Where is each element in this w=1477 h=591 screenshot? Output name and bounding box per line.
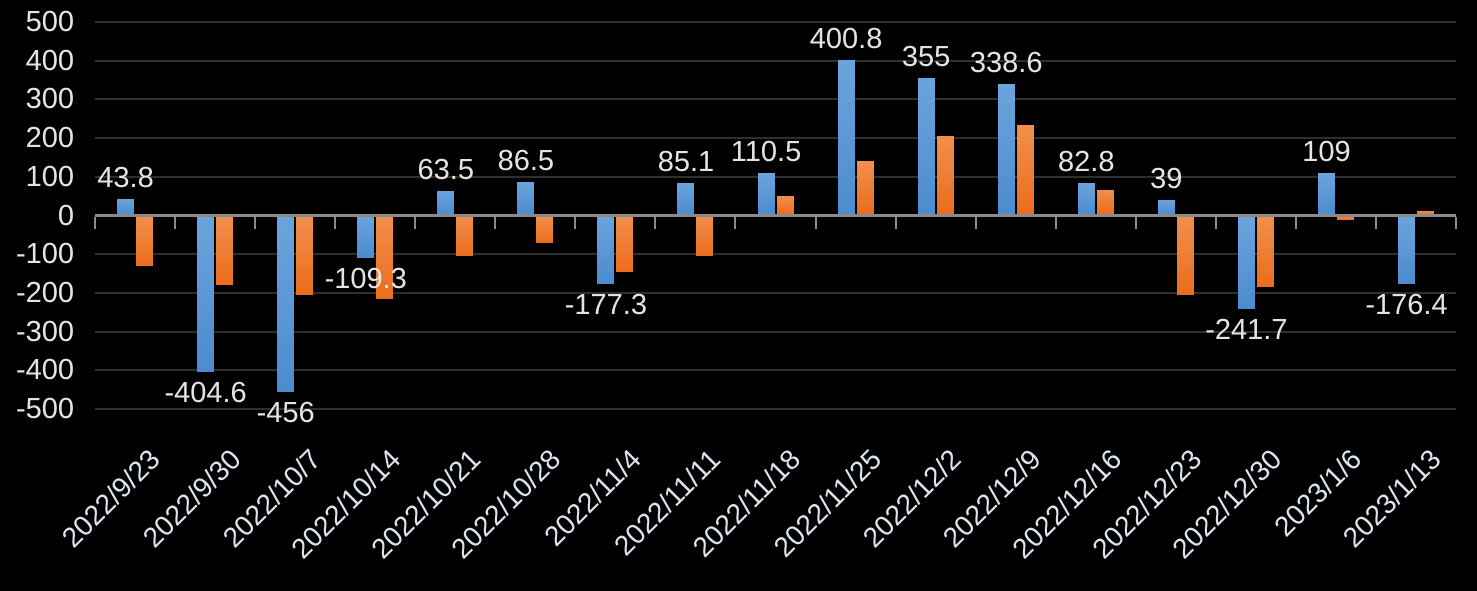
- gridline: [95, 253, 1456, 256]
- x-axis-tick-mark: [654, 216, 657, 229]
- blue-bar: [837, 60, 855, 216]
- x-axis-line: [95, 213, 1456, 217]
- data-label: 82.8: [1058, 146, 1115, 179]
- y-axis-tick-label: 300: [25, 83, 74, 116]
- blue-bar: [1077, 183, 1095, 216]
- x-axis-tick-mark: [1214, 216, 1217, 229]
- blue-bar: [517, 182, 535, 216]
- data-label: -241.7: [1205, 314, 1288, 347]
- orange-bar: [856, 161, 874, 216]
- orange-bar: [936, 136, 954, 216]
- x-axis-tick-mark: [254, 216, 257, 229]
- data-label: 63.5: [417, 153, 474, 186]
- orange-bar: [136, 215, 154, 266]
- blue-bar: [677, 182, 695, 216]
- orange-bar: [1096, 190, 1114, 216]
- data-label: -404.6: [164, 377, 247, 410]
- blue-bar: [917, 78, 935, 216]
- blue-bar: [997, 84, 1015, 216]
- gridline: [95, 98, 1456, 101]
- blue-bar: [117, 198, 135, 216]
- blue-bar: [1317, 173, 1335, 216]
- x-axis-tick-mark: [1294, 216, 1297, 229]
- x-axis-tick-mark: [414, 216, 417, 229]
- y-axis-tick-label: 500: [25, 6, 74, 38]
- x-axis-tick-mark: [494, 216, 497, 229]
- data-label: 86.5: [497, 145, 555, 178]
- orange-bar: [296, 215, 314, 295]
- x-axis-tick-mark: [574, 216, 577, 229]
- x-axis-tick-mark: [1054, 216, 1057, 229]
- blue-bar: [1237, 215, 1255, 310]
- y-axis-tick-label: -100: [15, 238, 74, 271]
- x-axis-tick-mark: [894, 216, 897, 229]
- gridline: [95, 369, 1456, 372]
- gridline: [95, 330, 1456, 333]
- x-axis-tick-mark: [734, 216, 737, 229]
- y-axis-tick-label: 200: [25, 122, 74, 155]
- orange-bar: [776, 196, 794, 216]
- blue-bar: [1397, 215, 1415, 284]
- x-axis-tick-mark: [1374, 216, 1377, 229]
- orange-bar: [1416, 210, 1434, 216]
- y-axis-tick-label: 400: [25, 44, 74, 77]
- x-axis-tick-mark: [174, 216, 177, 229]
- orange-bar: [216, 215, 234, 286]
- orange-bar: [1256, 215, 1274, 288]
- blue-bar: [597, 215, 615, 285]
- blue-bar: [437, 190, 455, 216]
- y-axis-tick-label: -200: [15, 276, 74, 309]
- x-axis-tick-mark: [814, 216, 817, 229]
- blue-bar: [1157, 200, 1175, 216]
- x-axis-tick-mark: [1134, 216, 1137, 229]
- data-label: 110.5: [730, 135, 802, 168]
- gridline: [95, 408, 1456, 410]
- data-label: -176.4: [1365, 288, 1448, 321]
- y-axis-tick-label: 0: [57, 199, 74, 232]
- gridline: [95, 59, 1456, 62]
- data-label: -456: [256, 396, 315, 429]
- data-label: 39: [1150, 163, 1183, 196]
- data-label: -109.3: [324, 262, 407, 295]
- data-label: 85.1: [657, 145, 715, 178]
- blue-bar: [197, 215, 215, 373]
- y-axis-tick-label: -400: [15, 354, 74, 387]
- orange-bar: [376, 215, 394, 299]
- x-axis-tick-mark: [1455, 216, 1457, 229]
- data-label: -177.3: [564, 289, 647, 322]
- orange-bar: [536, 215, 554, 243]
- orange-bar: [1176, 215, 1194, 295]
- gridline: [95, 175, 1456, 178]
- orange-bar: [1016, 124, 1034, 216]
- blue-bar: [757, 172, 775, 216]
- y-axis-tick-label: -300: [15, 315, 74, 348]
- data-label: 43.8: [97, 161, 154, 194]
- gridline: [95, 21, 1456, 23]
- orange-bar: [1336, 215, 1354, 221]
- y-axis-tick-label: 100: [25, 160, 74, 193]
- data-label: 400.8: [809, 23, 883, 56]
- x-axis-tick-mark: [94, 216, 96, 229]
- blue-bar: [357, 215, 375, 258]
- data-label: 355: [901, 41, 951, 74]
- x-axis-tick-mark: [334, 216, 337, 229]
- orange-bar: [696, 215, 714, 257]
- y-axis-tick-label: -500: [15, 393, 74, 425]
- data-label: 338.6: [969, 47, 1043, 80]
- orange-bar: [616, 215, 634, 272]
- orange-bar: [456, 215, 474, 257]
- data-label: 109: [1302, 136, 1351, 169]
- x-axis-tick-mark: [974, 216, 977, 229]
- gridline: [95, 291, 1456, 294]
- gridline: [95, 137, 1456, 140]
- blue-bar: [277, 215, 295, 392]
